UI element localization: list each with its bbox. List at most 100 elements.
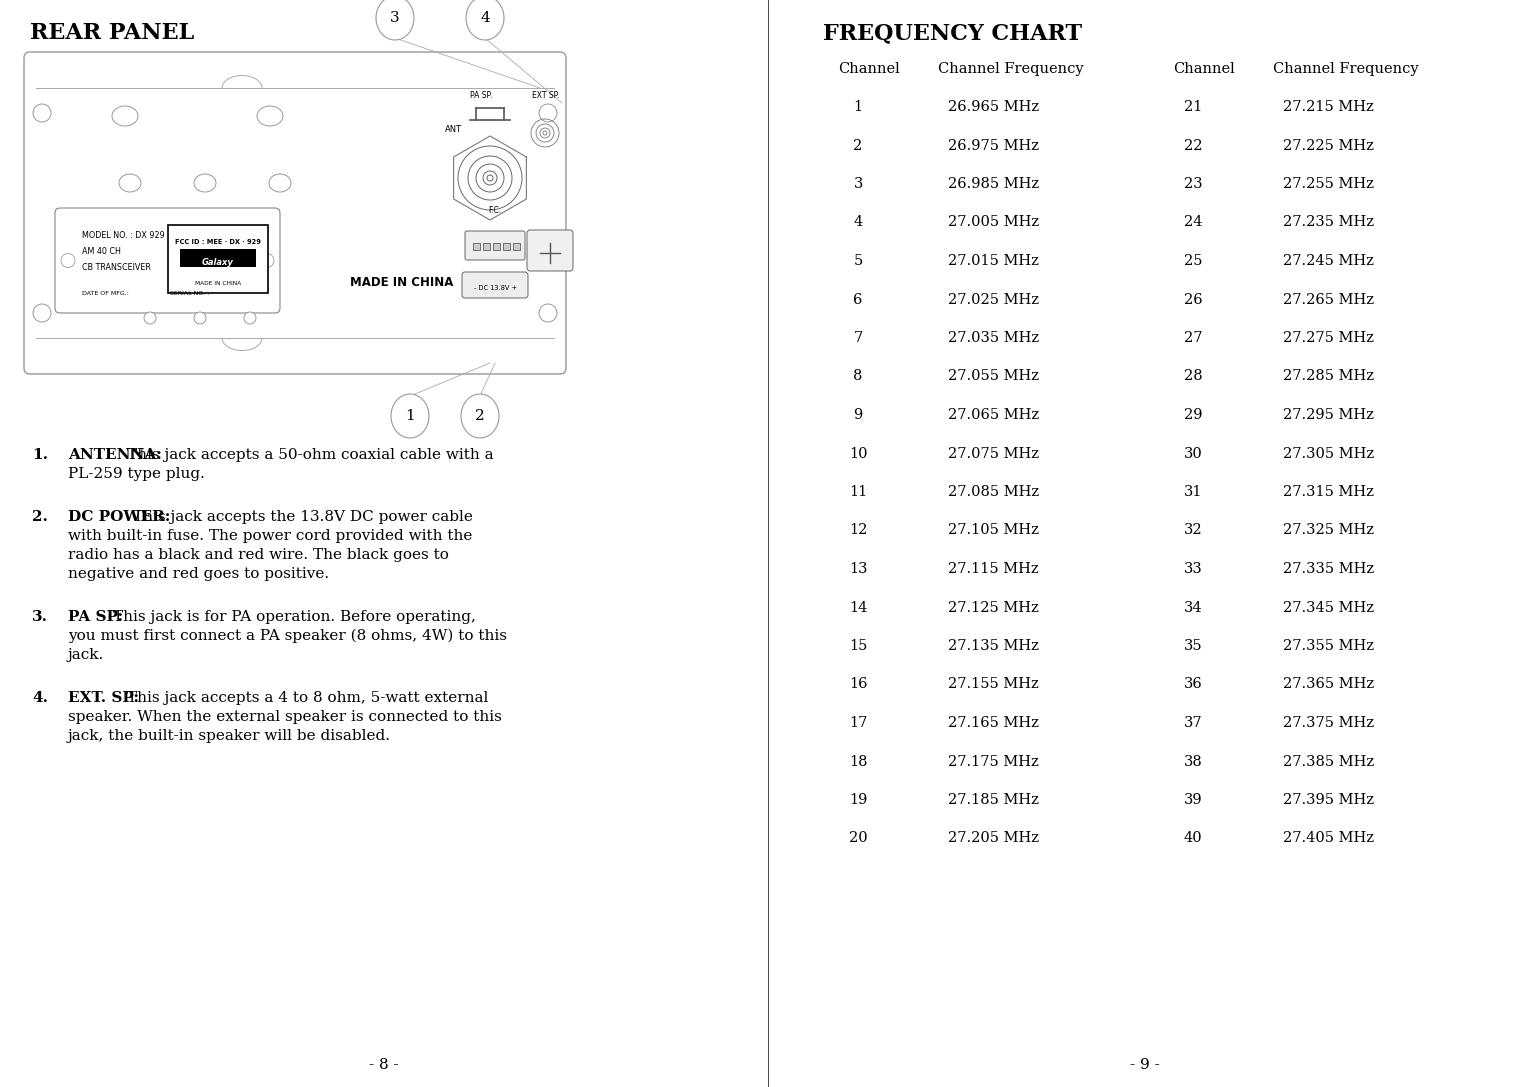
Text: 8: 8 <box>853 370 862 384</box>
Text: 27.025 MHz: 27.025 MHz <box>948 292 1039 307</box>
Text: 14: 14 <box>849 600 867 614</box>
Text: 27.315 MHz: 27.315 MHz <box>1284 485 1373 499</box>
Text: 27.155 MHz: 27.155 MHz <box>948 677 1039 691</box>
Text: 27.305 MHz: 27.305 MHz <box>1284 447 1375 461</box>
Text: with built-in fuse. The power cord provided with the: with built-in fuse. The power cord provi… <box>68 529 473 544</box>
Text: 30: 30 <box>1183 447 1203 461</box>
Text: 27: 27 <box>1183 332 1203 345</box>
Circle shape <box>243 312 256 324</box>
FancyBboxPatch shape <box>526 230 573 271</box>
Text: 18: 18 <box>849 754 867 769</box>
Text: PA SP.: PA SP. <box>470 91 493 100</box>
Circle shape <box>61 253 75 267</box>
Text: 11: 11 <box>849 485 867 499</box>
Text: 27.385 MHz: 27.385 MHz <box>1284 754 1375 769</box>
Text: Channel: Channel <box>838 62 900 76</box>
Text: 27.345 MHz: 27.345 MHz <box>1284 600 1373 614</box>
Text: 27.115 MHz: 27.115 MHz <box>948 562 1039 576</box>
Text: 9: 9 <box>853 408 862 422</box>
Circle shape <box>33 104 52 122</box>
Text: 3.: 3. <box>32 610 49 624</box>
Text: 15: 15 <box>849 639 867 653</box>
FancyBboxPatch shape <box>24 52 566 374</box>
FancyBboxPatch shape <box>465 232 525 260</box>
Text: 27.165 MHz: 27.165 MHz <box>948 716 1039 730</box>
Text: This jack is for PA operation. Before operating,: This jack is for PA operation. Before op… <box>113 610 476 624</box>
Text: Channel Frequency: Channel Frequency <box>1273 62 1419 76</box>
Text: 21: 21 <box>1183 100 1202 114</box>
Text: 12: 12 <box>849 524 867 537</box>
Text: you must first connect a PA speaker (8 ohms, 4W) to this: you must first connect a PA speaker (8 o… <box>68 629 506 644</box>
Circle shape <box>538 104 557 122</box>
Text: 5: 5 <box>853 254 862 268</box>
Text: CB TRANSCEIVER: CB TRANSCEIVER <box>82 263 151 272</box>
Text: DC POWER:: DC POWER: <box>68 510 170 524</box>
Text: MADE IN CHINA: MADE IN CHINA <box>350 276 453 289</box>
Text: 27.225 MHz: 27.225 MHz <box>1284 138 1373 152</box>
FancyBboxPatch shape <box>493 243 500 250</box>
Text: F.C.: F.C. <box>488 207 502 215</box>
Text: 23: 23 <box>1183 177 1203 191</box>
Text: 27.105 MHz: 27.105 MHz <box>948 524 1039 537</box>
Text: 27.275 MHz: 27.275 MHz <box>1284 332 1373 345</box>
Text: DATE OF MFG.:: DATE OF MFG.: <box>82 291 129 296</box>
Text: 27.265 MHz: 27.265 MHz <box>1284 292 1373 307</box>
Text: REAR PANEL: REAR PANEL <box>30 22 195 43</box>
Text: 27.355 MHz: 27.355 MHz <box>1284 639 1373 653</box>
Text: 16: 16 <box>849 677 867 691</box>
Text: 1: 1 <box>853 100 862 114</box>
Ellipse shape <box>376 0 414 40</box>
Text: 27.005 MHz: 27.005 MHz <box>948 215 1039 229</box>
Text: 10: 10 <box>849 447 867 461</box>
Text: 27.085 MHz: 27.085 MHz <box>948 485 1039 499</box>
Text: 27.375 MHz: 27.375 MHz <box>1284 716 1373 730</box>
Circle shape <box>33 304 52 322</box>
Text: 31: 31 <box>1183 485 1203 499</box>
Text: 37: 37 <box>1183 716 1203 730</box>
Text: 27.015 MHz: 27.015 MHz <box>948 254 1039 268</box>
Text: 1.: 1. <box>32 448 49 462</box>
Ellipse shape <box>391 393 429 438</box>
Text: SERIAL NO. :: SERIAL NO. : <box>170 291 210 296</box>
FancyBboxPatch shape <box>484 243 490 250</box>
Text: 26.975 MHz: 26.975 MHz <box>948 138 1039 152</box>
Text: 40: 40 <box>1183 832 1203 846</box>
Text: 29: 29 <box>1183 408 1203 422</box>
Text: jack.: jack. <box>68 648 105 662</box>
Text: 24: 24 <box>1183 215 1203 229</box>
Text: jack, the built-in speaker will be disabled.: jack, the built-in speaker will be disab… <box>68 729 391 744</box>
Text: 22: 22 <box>1183 138 1203 152</box>
Text: FCC ID : MEE · DX · 929: FCC ID : MEE · DX · 929 <box>175 239 262 245</box>
Text: - DC 13.8V +: - DC 13.8V + <box>473 285 517 291</box>
Text: 27.325 MHz: 27.325 MHz <box>1284 524 1373 537</box>
Text: 32: 32 <box>1183 524 1203 537</box>
Text: 2.: 2. <box>32 510 47 524</box>
Text: 38: 38 <box>1183 754 1203 769</box>
Text: 27.175 MHz: 27.175 MHz <box>948 754 1039 769</box>
Text: - 9 -: - 9 - <box>1130 1058 1159 1072</box>
Text: 27.405 MHz: 27.405 MHz <box>1284 832 1373 846</box>
Text: 17: 17 <box>849 716 867 730</box>
Text: 4: 4 <box>853 215 862 229</box>
Text: - 8 -: - 8 - <box>370 1058 399 1072</box>
Text: PL-259 type plug.: PL-259 type plug. <box>68 467 205 482</box>
Text: 27.285 MHz: 27.285 MHz <box>1284 370 1373 384</box>
Text: 27.335 MHz: 27.335 MHz <box>1284 562 1375 576</box>
Ellipse shape <box>257 107 283 126</box>
Ellipse shape <box>195 174 216 192</box>
Text: 3: 3 <box>391 11 400 25</box>
Text: Galaxy: Galaxy <box>202 258 234 267</box>
Text: 4: 4 <box>481 11 490 25</box>
Text: 27.065 MHz: 27.065 MHz <box>948 408 1039 422</box>
Text: 28: 28 <box>1183 370 1203 384</box>
Text: FREQUENCY CHART: FREQUENCY CHART <box>823 22 1083 43</box>
Circle shape <box>260 253 274 267</box>
Text: 19: 19 <box>849 794 867 807</box>
Text: 27.055 MHz: 27.055 MHz <box>948 370 1039 384</box>
Text: This jack accepts a 4 to 8 ohm, 5-watt external: This jack accepts a 4 to 8 ohm, 5-watt e… <box>126 691 488 705</box>
FancyBboxPatch shape <box>55 208 280 313</box>
Text: 27.205 MHz: 27.205 MHz <box>948 832 1039 846</box>
Text: Channel: Channel <box>1173 62 1235 76</box>
Text: speaker. When the external speaker is connected to this: speaker. When the external speaker is co… <box>68 710 502 724</box>
Text: 27.395 MHz: 27.395 MHz <box>1284 794 1373 807</box>
